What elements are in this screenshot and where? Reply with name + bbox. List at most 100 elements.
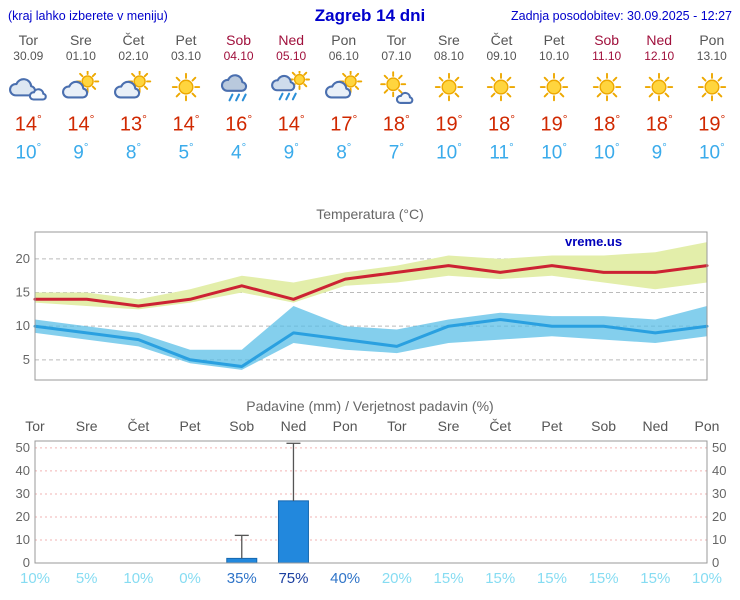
sunny-icon (434, 72, 464, 102)
sunny-icon (633, 66, 686, 110)
precip-ytick: 10 (16, 532, 30, 547)
temp-high: 14° (172, 112, 200, 136)
precip-probability: 10% (19, 569, 51, 587)
partly-cloudy-icon (114, 71, 152, 99)
temp-low: 10° (698, 141, 725, 163)
mostly-sunny-icon (370, 66, 423, 110)
precip-ytick: 20 (712, 509, 726, 524)
rain-sun-icon (265, 66, 318, 110)
day-date: 07.10 (381, 49, 412, 63)
precip-probability: 15% (588, 569, 619, 587)
day-column-01-10[interactable]: Sre 01.10 14° 9° (55, 32, 108, 164)
precip-ytick: 20 (16, 509, 30, 524)
precip-probability: 10% (123, 569, 154, 587)
partly-cloudy-icon (317, 66, 370, 110)
sunny-icon (697, 72, 726, 102)
forecast-days-row: Tor 30.09 14° 10° Sre 01.10 14° 9° Čet 02.10 13° 8°… (0, 30, 740, 164)
precip-day-label: Ned (642, 417, 669, 434)
day-name: Ned (278, 32, 305, 48)
day-column-12-10[interactable]: Ned 12.10 18° 9° (633, 32, 686, 164)
day-date: 09.10 (486, 49, 517, 63)
day-name: Čet (122, 32, 145, 48)
precip-probability: 0% (179, 569, 201, 587)
precip-probability: 15% (485, 569, 516, 587)
day-name: Sre (69, 32, 92, 48)
day-column-13-10[interactable]: Pon 13.10 19° 10° (686, 32, 739, 164)
day-date: 02.10 (118, 49, 149, 63)
precip-probability: 5% (75, 569, 98, 587)
watermark: vreme.us (565, 234, 622, 249)
temp-high: 18° (593, 112, 621, 136)
day-column-10-10[interactable]: Pet 10.10 19° 10° (528, 32, 581, 164)
sunny-icon (171, 72, 201, 102)
precip-day-label: Sre (437, 417, 460, 434)
precip-ytick: 0 (712, 555, 719, 568)
day-column-05-10[interactable]: Ned 05.10 14° 9° (265, 32, 318, 164)
precip-probability: 40% (330, 569, 361, 587)
precip-day-label: Pon (332, 417, 358, 434)
day-name: Sre (438, 32, 460, 48)
rain-sun-icon (271, 71, 311, 101)
rain-icon (220, 74, 247, 102)
sunny-icon (539, 72, 569, 102)
cloudy-icon (2, 66, 55, 110)
precip-probability-row: 10% 5% 10% 0% 35% 75% 40% 20% 15% 15% 15% 15% 15% 10% (0, 570, 740, 590)
day-column-11-10[interactable]: Sob 11.10 18° 10° (580, 32, 633, 164)
last-update: Zadnja posodobitev: 30.09.2025 - 12:27 (510, 9, 732, 23)
topbar: (kraj lahko izberete v meniju) Zagreb 14… (0, 0, 740, 26)
day-column-07-10[interactable]: Tor 07.10 18° 7° (370, 32, 423, 164)
day-column-30-09[interactable]: Tor 30.09 14° 10° (2, 32, 55, 164)
tmin-range-band (35, 305, 707, 370)
partly-cloudy-icon (107, 66, 160, 110)
temp-low: 8° (125, 141, 142, 163)
precip-ytick: 30 (712, 486, 726, 501)
day-column-09-10[interactable]: Čet 09.10 18° 11° (475, 32, 528, 164)
precip-day-labels: Tor Sre Čet Pet Sob Ned Pon Tor Sre Čet Pet Sob Ned P… (0, 418, 740, 436)
sunny-icon (423, 66, 476, 110)
temp-ytick: 15 (16, 285, 30, 300)
precip-probability: 15% (433, 569, 464, 587)
temp-high: 14° (277, 112, 305, 136)
day-name: Čet (490, 32, 513, 48)
precip-ytick: 0 (23, 555, 30, 568)
precip-day-label: Sre (75, 417, 98, 434)
precip-day-label: Sob (591, 417, 617, 434)
day-name: Pon (331, 32, 357, 48)
day-column-06-10[interactable]: Pon 06.10 17° 8° (317, 32, 370, 164)
tmin-line (33, 317, 709, 368)
day-column-02-10[interactable]: Čet 02.10 13° 8° (107, 32, 160, 164)
precip-probability: 75% (278, 569, 309, 587)
day-date: 30.09 (13, 49, 44, 63)
day-column-03-10[interactable]: Pet 03.10 14° 5° (160, 32, 213, 164)
precip-bar (277, 500, 309, 564)
temp-ytick: 20 (16, 251, 30, 266)
day-date: 11.10 (592, 49, 622, 63)
day-date: 03.10 (171, 49, 202, 63)
cloudy-icon (9, 78, 48, 101)
day-column-04-10[interactable]: Sob 04.10 16° 4° (212, 32, 265, 164)
precip-ytick: 50 (712, 440, 726, 455)
temp-high: 19° (540, 112, 568, 136)
precip-day-label: Pon (694, 417, 720, 434)
precip-day-label: Pet (541, 417, 563, 434)
temp-high: 19° (698, 112, 726, 136)
day-name: Ned (646, 32, 673, 48)
precip-probability: 35% (226, 569, 257, 587)
day-date: 05.10 (276, 49, 307, 63)
precip-probability: 10% (691, 569, 723, 587)
temp-high: 13° (119, 112, 147, 136)
temp-low: 11° (489, 141, 514, 163)
temp-high: 18° (487, 112, 516, 136)
day-name: Tor (386, 32, 407, 48)
sunny-icon (580, 66, 633, 110)
day-name: Pon (699, 32, 725, 48)
temp-low: 9° (73, 141, 89, 163)
temp-high: 19° (435, 112, 463, 136)
temp-low: 9° (283, 141, 299, 163)
temp-high: 14° (67, 112, 95, 136)
day-column-08-10[interactable]: Sre 08.10 19° 10° (423, 32, 476, 164)
precip-ytick: 30 (16, 486, 30, 501)
temp-high: 14° (14, 112, 42, 136)
temp-high: 17° (330, 112, 358, 136)
precip-day-label: Pet (179, 417, 201, 434)
